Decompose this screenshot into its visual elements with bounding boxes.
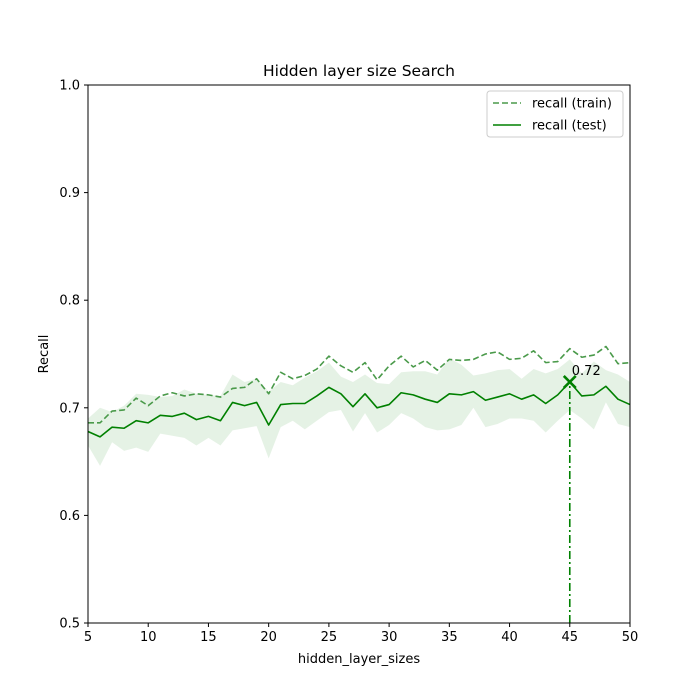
series-layer: [87, 345, 631, 438]
x-axis-label: hidden_layer_sizes: [298, 652, 420, 667]
x-tick-label: 50: [622, 630, 639, 645]
best-point-marker-stroke-b: [562, 375, 577, 389]
x-tick-label: 45: [562, 630, 579, 645]
confidence-band-layer: [88, 358, 630, 466]
y-tick-label: 0.6: [59, 509, 80, 524]
test-confidence-band: [88, 358, 630, 466]
y-tick-label: 0.9: [59, 186, 80, 201]
plot-area-frame: [87, 84, 631, 624]
y-tick-label: 0.8: [59, 294, 80, 309]
x-tick-label: 40: [501, 630, 518, 645]
legend-label-test: recall (test): [532, 119, 607, 134]
x-tick-label: 5: [84, 630, 92, 645]
y-axis-label: Recall: [37, 335, 52, 374]
chart-title: Hidden layer size Search: [263, 62, 455, 80]
legend-label-train: recall (train): [532, 97, 612, 112]
x-tick-label: 25: [321, 630, 338, 645]
x-tick-label: 35: [441, 630, 458, 645]
y-tick-label: 0.5: [59, 617, 80, 632]
x-axis-ticks: 5 10 15 20 25 30 35 40 45 50: [84, 623, 638, 645]
test-recall-line: [87, 381, 631, 438]
y-tick-label: 0.7: [59, 401, 80, 416]
x-tick-label: 10: [140, 630, 157, 645]
x-tick-label: 30: [381, 630, 398, 645]
y-axis-ticks: 0.5 0.6 0.7 0.8 0.9 1.0: [59, 79, 88, 632]
x-tick-label: 20: [260, 630, 277, 645]
x-tick-label: 15: [200, 630, 217, 645]
legend: recall (train) recall (test): [486, 90, 624, 138]
best-point-layer: 0.72: [562, 364, 601, 623]
train-recall-line: [88, 345, 631, 424]
best-point-label: 0.72: [572, 364, 601, 379]
y-tick-label: 1.0: [59, 79, 80, 94]
